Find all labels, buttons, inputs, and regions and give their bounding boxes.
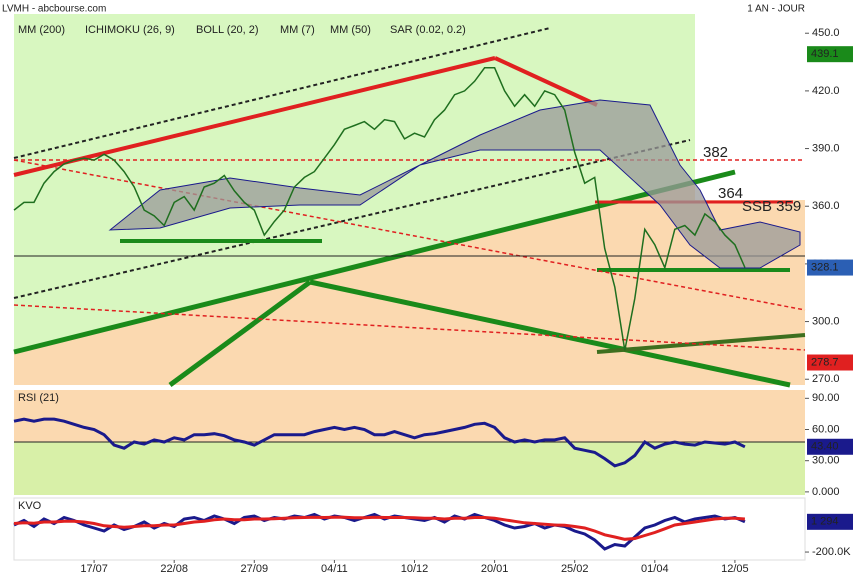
value-box-label: 328.1 — [811, 261, 839, 273]
y-tick-label: 360.0 — [812, 200, 840, 212]
series-line — [13, 417, 746, 468]
trend-line — [309, 279, 791, 388]
value-box — [807, 46, 853, 63]
trend-line — [13, 27, 551, 159]
rsi-zone-low — [14, 442, 805, 495]
value-box-label: 1 294 — [811, 516, 839, 528]
legend-item: MM (50) — [330, 24, 371, 36]
legend-item: ICHIMOKU (26, 9) — [85, 24, 175, 36]
value-box — [807, 438, 853, 455]
trend-line — [494, 56, 598, 107]
value-box-label: 439.1 — [811, 48, 839, 60]
kvo-bg — [13, 497, 806, 561]
trend-line — [13, 139, 691, 299]
trend-line — [13, 304, 806, 351]
x-tick-label: 01/04 — [641, 563, 669, 575]
panel-title: RSI (21) — [18, 392, 59, 404]
ichimoku-cloud — [108, 99, 801, 269]
y-tick-label: 0.000 — [812, 486, 840, 498]
x-tick-label: 10/12 — [401, 563, 429, 575]
y-tick-label: -200.0K — [812, 546, 851, 558]
legend-item: MM (200) — [18, 24, 65, 36]
value-box-label: 43.40 — [811, 441, 839, 453]
period: 1 AN - JOUR — [747, 4, 805, 15]
annotation: SSB 359 — [742, 198, 801, 215]
y-tick-label: 420.0 — [812, 85, 840, 97]
legend-item: SAR (0.02, 0.2) — [390, 24, 466, 36]
value-box — [807, 354, 853, 371]
trend-line — [168, 279, 312, 388]
x-tick-label: 27/09 — [241, 563, 269, 575]
legend-item: MM (7) — [280, 24, 315, 36]
x-tick-label: 20/01 — [481, 563, 509, 575]
y-tick-label: 90.00 — [812, 392, 840, 404]
annotation: 382 — [703, 144, 728, 161]
y-tick-label: 300.0 — [812, 315, 840, 327]
series-line — [13, 67, 746, 351]
trend-line — [13, 56, 496, 177]
value-box — [807, 259, 853, 276]
x-tick-label: 17/07 — [80, 563, 108, 575]
zone-green — [14, 14, 695, 352]
panel-title: KVO — [18, 500, 42, 512]
trend-line — [13, 159, 806, 311]
annotation: 364 — [718, 185, 743, 202]
x-tick-label: 12/05 — [721, 563, 749, 575]
symbol: LVMH - abcbourse.com — [2, 4, 106, 15]
legend-item: BOLL (20, 2) — [196, 24, 259, 36]
x-tick-label: 22/08 — [160, 563, 188, 575]
y-tick-label: 270.0 — [812, 373, 840, 385]
x-tick-label: 04/11 — [321, 563, 348, 575]
x-tick-label: 25/02 — [561, 563, 589, 575]
value-box — [807, 513, 853, 530]
rsi-zone-high — [14, 390, 805, 442]
y-tick-label: 390.0 — [812, 142, 840, 154]
zone-orange — [14, 183, 805, 385]
y-tick-label: 450.0 — [812, 27, 840, 39]
series-line — [13, 515, 746, 541]
y-tick-label: 60.00 — [812, 423, 840, 435]
y-tick-label: 30.00 — [812, 455, 840, 467]
value-box-label: 278.7 — [811, 356, 839, 368]
